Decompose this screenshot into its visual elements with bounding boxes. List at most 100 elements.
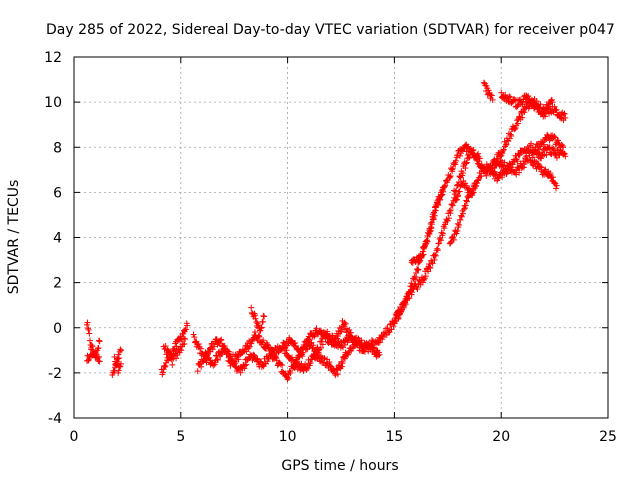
data-point (311, 333, 318, 340)
data-point (246, 343, 253, 350)
data-point (111, 353, 118, 360)
data-point (444, 217, 451, 224)
data-point (533, 98, 540, 105)
data-point (329, 332, 336, 339)
data-point (264, 341, 271, 348)
data-point (447, 239, 454, 246)
x-tick-label: 5 (176, 429, 185, 445)
data-point (519, 101, 526, 108)
data-point (511, 126, 518, 133)
data-point (502, 142, 509, 149)
data-point (117, 360, 124, 367)
data-point (341, 319, 348, 326)
data-point (334, 335, 341, 342)
data-point (449, 165, 456, 172)
data-point (334, 371, 341, 378)
y-tick-label: 0 (53, 321, 62, 337)
data-point (440, 184, 447, 191)
data-point (507, 94, 514, 101)
data-point (339, 360, 346, 367)
data-point (159, 369, 166, 376)
data-point (478, 173, 485, 180)
data-point (330, 341, 337, 348)
data-point (282, 370, 289, 377)
data-point (348, 333, 355, 340)
data-point (86, 337, 93, 344)
data-point (267, 352, 274, 359)
data-point (448, 201, 455, 208)
x-tick-label: 10 (279, 429, 297, 445)
data-point (310, 342, 317, 349)
data-point (512, 124, 519, 131)
data-point (347, 329, 354, 336)
data-point (432, 252, 439, 259)
data-point (503, 170, 510, 177)
data-point (460, 206, 467, 213)
data-point (499, 174, 506, 181)
data-point (197, 345, 204, 352)
data-point (531, 148, 538, 155)
data-point (532, 149, 539, 156)
data-point (511, 96, 518, 103)
data-point (402, 301, 409, 308)
data-point (303, 342, 310, 349)
data-point (422, 273, 429, 280)
data-point (182, 326, 189, 333)
data-point (392, 317, 399, 324)
data-point (217, 337, 224, 344)
data-point (295, 345, 302, 352)
data-point (476, 155, 483, 162)
data-point (376, 351, 383, 358)
data-point (310, 352, 317, 359)
data-point (494, 175, 501, 182)
data-point (200, 358, 207, 365)
data-point (94, 355, 101, 362)
data-point (428, 225, 435, 232)
data-point (489, 165, 496, 172)
data-point (528, 140, 535, 147)
data-point (500, 146, 507, 153)
data-point (538, 164, 545, 171)
x-tick-label: 25 (599, 429, 617, 445)
y-tick-label: 2 (53, 276, 62, 292)
data-point (553, 154, 560, 161)
data-point (96, 358, 103, 365)
data-point (542, 109, 549, 116)
data-point (385, 327, 392, 334)
data-point (540, 141, 547, 148)
data-point (438, 229, 445, 236)
data-point (289, 354, 296, 361)
data-point (115, 367, 122, 374)
x-axis-label: GPS time / hours (281, 458, 398, 474)
data-point (553, 182, 560, 189)
data-point (214, 356, 221, 363)
data-points (83, 79, 569, 383)
data-point (514, 158, 521, 165)
data-point (88, 346, 95, 353)
data-point (285, 375, 292, 382)
data-point (480, 79, 487, 86)
data-point (180, 335, 187, 342)
data-point (488, 92, 495, 99)
data-point (427, 227, 434, 234)
data-point (553, 106, 560, 113)
data-point (349, 345, 356, 352)
data-point (166, 348, 173, 355)
data-point (161, 363, 168, 370)
data-point (455, 179, 462, 186)
data-point (333, 367, 340, 374)
y-tick-label: 8 (53, 140, 62, 156)
data-point (501, 159, 508, 166)
data-point (456, 152, 463, 159)
data-point (235, 356, 242, 363)
data-point (455, 192, 462, 199)
data-point (260, 312, 267, 319)
data-point (284, 376, 291, 383)
data-point (450, 236, 457, 243)
data-point (516, 169, 523, 176)
data-point (190, 331, 197, 338)
data-point (162, 362, 169, 369)
data-point (178, 347, 185, 354)
data-point (552, 107, 559, 114)
data-point (429, 260, 436, 267)
